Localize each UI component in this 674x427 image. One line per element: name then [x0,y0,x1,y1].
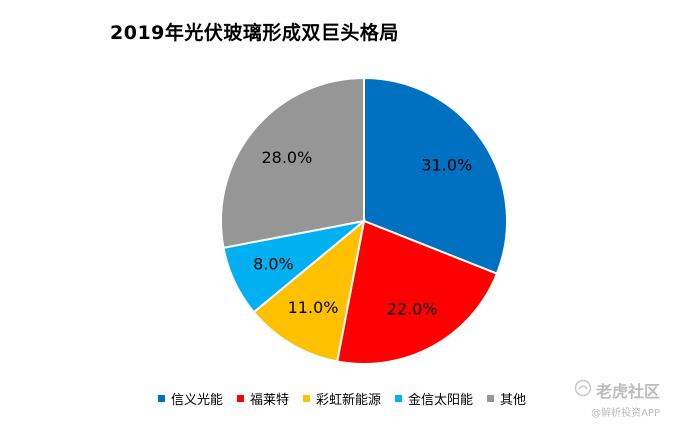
legend-label-4: 其他 [500,393,527,408]
pie-label-4: 28.0% [261,148,312,167]
legend-swatch-0 [157,395,165,402]
pie-data-labels: 31.0% 22.0% 11.0% 8.0% 28.0% [253,148,472,319]
legend-item-0: 信义光能 [157,389,223,408]
pie-slices [220,76,508,365]
legend-item-3: 金信太阳能 [395,389,473,408]
legend-swatch-1 [236,395,244,402]
legend-item-1: 福莱特 [236,389,289,408]
watermark-sub-text: @解析投资APP [591,408,660,419]
legend-label-0: 信义光能 [170,393,223,408]
pie-slice-4 [220,76,365,249]
chart-legend: 信义光能 福莱特 彩虹新能源 金信太阳能 其他 [0,389,674,408]
pie-slice-1 [336,219,499,365]
watermark-main-text: 老虎社区 [595,382,660,401]
legend-label-1: 福莱特 [249,393,289,408]
pie-slice-2 [252,218,366,363]
pie-label-0: 31.0% [421,156,472,175]
legend-item-4: 其他 [487,389,526,408]
tiger-logo-icon [574,379,592,401]
legend-swatch-3 [395,395,402,402]
pie-label-2: 11.0% [288,298,339,317]
legend-label-3: 金信太阳能 [408,393,474,408]
legend-swatch-2 [302,395,310,402]
pie-label-1: 22.0% [387,300,438,319]
legend-item-2: 彩虹新能源 [302,389,381,408]
pie-label-3: 8.0% [253,255,294,274]
legend-swatch-4 [487,395,495,402]
watermark: 老虎社区 @解析投资APP [574,378,660,419]
chart-title: 2019年光伏玻璃形成双巨头格局 [110,22,399,44]
legend-label-2: 彩虹新能源 [315,393,381,408]
pie-slice-0 [363,76,508,275]
